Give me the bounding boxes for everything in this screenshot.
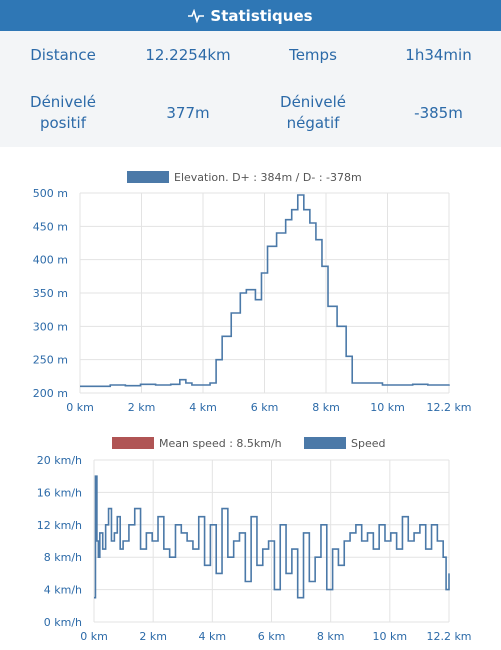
elevation-gain-label-line2: positif <box>39 114 86 132</box>
header-title: Statistiques <box>210 6 313 25</box>
elevation-chart: 0 km 2 km 4 km 6 km 8 km 10 km 12.2 km 500 m 450… <box>33 171 472 414</box>
legend-label: Speed <box>351 437 385 450</box>
elevation-gain-label: Dénivelé positif <box>0 92 126 134</box>
series-line <box>94 475 450 599</box>
x-tick-label: 10 km <box>373 630 408 643</box>
elevation-loss-value: -385m <box>414 104 463 122</box>
x-tick-label: 10 km <box>370 401 405 414</box>
y-tick-label: 20 km/h <box>37 454 82 467</box>
x-tick-label: 2 km <box>128 401 156 414</box>
time-label: Temps <box>289 46 337 64</box>
elevation-loss-label: Dénivelé négatif <box>250 92 376 134</box>
x-tick-label: 0 km <box>80 630 108 643</box>
speed-chart: 0 km 2 km 4 km 6 km 8 km 10 km 12.2 km 20 km/h 1… <box>37 437 472 643</box>
x-tick-label: 12.2 km <box>426 630 471 643</box>
distance-value: 12.2254km <box>145 46 231 64</box>
elevation-gain-label-line1: Dénivelé <box>30 93 96 111</box>
x-tick-label: 2 km <box>139 630 167 643</box>
y-tick-label: 250 m <box>33 354 68 367</box>
elevation-gain-value: 377m <box>166 104 210 122</box>
legend-swatch <box>127 171 169 183</box>
y-tick-label: 8 km/h <box>44 551 82 564</box>
y-tick-label: 350 m <box>33 287 68 300</box>
elevation-loss-label-line1: Dénivelé <box>280 93 346 111</box>
x-tick-label: 8 km <box>312 401 340 414</box>
stats-panel: Distance 12.2254km Temps 1h34min Dénivel… <box>0 31 501 147</box>
legend-label: Elevation. D+ : 384m / D- : -378m <box>174 171 362 184</box>
legend-swatch <box>112 437 154 449</box>
x-tick-label: 8 km <box>317 630 345 643</box>
x-tick-label: 4 km <box>199 630 227 643</box>
y-tick-label: 4 km/h <box>44 584 82 597</box>
x-tick-label: 4 km <box>189 401 217 414</box>
activity-icon <box>188 8 205 23</box>
elevation-loss-label-line2: négatif <box>286 114 340 132</box>
x-tick-label: 12.2 km <box>426 401 471 414</box>
y-tick-label: 400 m <box>33 254 68 267</box>
x-tick-label: 0 km <box>66 401 94 414</box>
stats-header: Statistiques <box>0 0 501 31</box>
time-value: 1h34min <box>405 46 472 64</box>
y-tick-label: 0 km/h <box>44 616 82 629</box>
x-tick-label: 6 km <box>251 401 279 414</box>
y-tick-label: 500 m <box>33 187 68 200</box>
y-tick-label: 450 m <box>33 220 68 233</box>
distance-label: Distance <box>30 46 96 64</box>
x-tick-label: 6 km <box>258 630 286 643</box>
y-tick-label: 12 km/h <box>37 519 82 532</box>
series-line <box>80 194 450 388</box>
y-tick-label: 16 km/h <box>37 486 82 499</box>
y-tick-label: 300 m <box>33 320 68 333</box>
y-tick-label: 200 m <box>33 387 68 400</box>
legend-swatch <box>304 437 346 449</box>
legend-label: Mean speed : 8.5km/h <box>159 437 282 450</box>
